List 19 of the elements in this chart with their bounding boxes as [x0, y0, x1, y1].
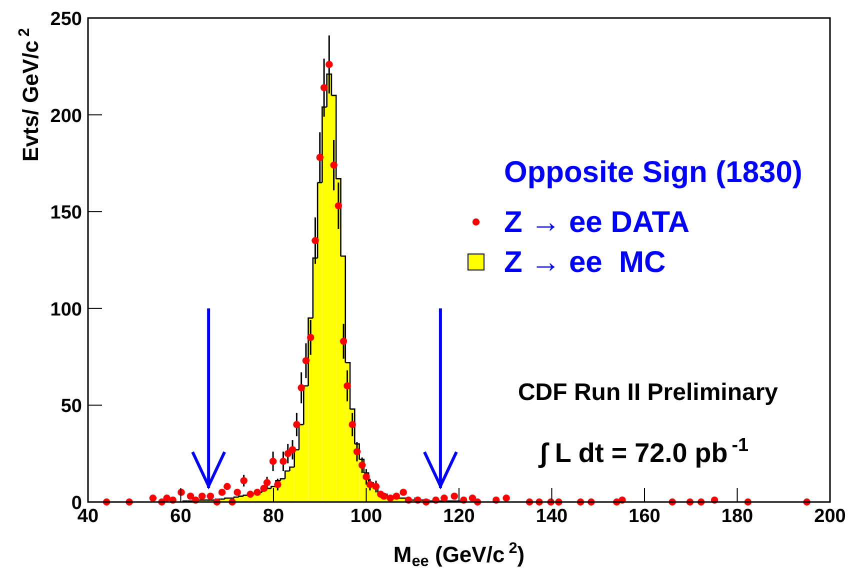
x-tick-label: 60 — [170, 506, 192, 527]
annotation: ∫ L dt = 72.0 pb$^{-1}$ — [538, 434, 748, 468]
x-tick-label: 100 — [350, 506, 382, 527]
legend-title: Opposite Sign (1830) — [504, 156, 802, 189]
x-axis-title: M$_{ee}$ (GeV/c$^{2}$) — [393, 540, 525, 570]
x-tick-label: 140 — [536, 506, 568, 527]
legend-label: Z → ee DATA — [504, 206, 690, 239]
x-tick-label: 160 — [628, 506, 660, 527]
y-tick-label: 200 — [50, 106, 82, 127]
x-tick-label: 200 — [814, 506, 846, 527]
x-tick-label: 180 — [721, 506, 754, 527]
x-tick-label: 80 — [262, 506, 284, 527]
y-tick-label: 100 — [50, 299, 82, 320]
y-tick-label: 250 — [50, 9, 82, 30]
x-tick-label: 120 — [443, 506, 475, 527]
y-tick-label: 50 — [60, 396, 82, 418]
y-tick-label: 150 — [50, 202, 82, 224]
legend-label: Z → ee MC — [504, 246, 666, 279]
annotation: CDF Run II Preliminary — [518, 379, 779, 406]
